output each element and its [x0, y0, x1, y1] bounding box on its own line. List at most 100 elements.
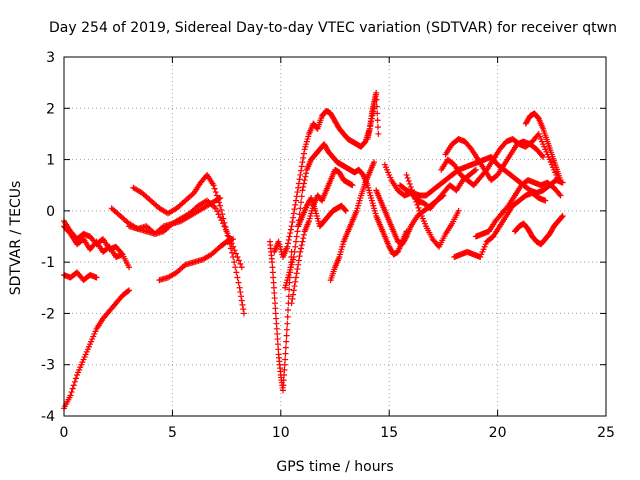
data-point: [291, 206, 298, 213]
data-point: [294, 189, 301, 196]
data-point: [406, 180, 413, 187]
data-point: [221, 219, 228, 226]
y-tick-label: -2: [41, 306, 55, 322]
series-track-3: [61, 269, 100, 284]
data-point: [218, 207, 225, 214]
data-point: [286, 286, 293, 293]
data-point: [224, 232, 231, 239]
data-point: [222, 224, 229, 231]
data-point: [214, 208, 221, 215]
y-tick-label: -1: [41, 255, 55, 271]
data-point: [284, 313, 291, 320]
data-point: [557, 177, 564, 184]
data-point: [290, 291, 297, 298]
data-point: [118, 250, 125, 257]
data-point: [295, 184, 302, 191]
data-point: [210, 182, 217, 189]
data-point: [302, 173, 309, 180]
data-point: [294, 228, 301, 235]
series-track-16: [373, 187, 447, 248]
data-point: [269, 264, 276, 271]
series-track-4: [61, 218, 126, 258]
series-track-14: [327, 159, 378, 284]
data-point: [471, 167, 478, 174]
series-track-17: [381, 161, 479, 212]
data-point: [273, 325, 280, 332]
y-tick-label: 2: [46, 101, 55, 117]
data-point: [285, 240, 292, 247]
axis-ticks: 0 5 10 15 20 25 -4 -3 -2 -1 0 1 2 3: [41, 50, 615, 441]
data-point: [373, 96, 380, 103]
data-point: [67, 392, 74, 399]
data-point: [412, 195, 419, 202]
data-point: [273, 320, 280, 327]
data-point: [281, 361, 288, 368]
y-tick-label: 1: [46, 153, 55, 169]
data-point: [283, 326, 290, 333]
data-point: [298, 163, 305, 170]
data-point: [70, 382, 77, 389]
data-point: [119, 251, 126, 258]
data-point: [270, 274, 277, 281]
data-point: [405, 177, 412, 184]
x-tick-label: 20: [489, 425, 507, 441]
data-point: [281, 371, 288, 378]
data-point: [284, 320, 291, 327]
data-point: [238, 293, 245, 300]
data-point: [295, 257, 302, 264]
data-point: [281, 366, 288, 373]
data-point: [414, 201, 421, 208]
data-point: [349, 182, 356, 189]
data-point: [237, 260, 244, 267]
data-point: [269, 259, 276, 266]
data-point: [235, 257, 242, 264]
data-point: [300, 150, 307, 157]
data-point: [219, 211, 226, 218]
data-point: [292, 274, 299, 281]
data-point: [273, 315, 280, 322]
data-point: [212, 189, 219, 196]
data-point: [238, 264, 245, 271]
data-point: [270, 279, 277, 286]
data-point: [274, 341, 281, 348]
data-point: [298, 199, 305, 206]
data-point: [375, 130, 382, 137]
data-point: [297, 248, 304, 255]
data-point: [407, 183, 414, 190]
data-point: [293, 193, 300, 200]
data-point: [68, 389, 75, 396]
series-track-8: [126, 195, 224, 237]
data-point: [293, 270, 300, 277]
data-point: [298, 245, 305, 252]
data-point: [232, 250, 239, 257]
data-point: [71, 378, 78, 385]
data-point: [126, 264, 133, 271]
data-point: [300, 183, 307, 190]
x-tick-label: 0: [60, 425, 69, 441]
data-point: [240, 306, 247, 313]
data-point: [413, 198, 420, 205]
data-point: [282, 350, 289, 357]
data-point: [280, 377, 287, 384]
data-point: [299, 187, 306, 194]
data-point: [539, 152, 546, 159]
data-point: [233, 269, 240, 276]
data-point: [342, 207, 349, 214]
data-point: [293, 233, 300, 240]
data-point: [270, 284, 277, 291]
series-track-21: [438, 130, 562, 189]
series-track-24: [511, 212, 566, 248]
data-point: [292, 278, 299, 285]
data-point: [285, 236, 292, 243]
data-point: [285, 293, 292, 300]
data-point: [229, 249, 236, 256]
data-point: [124, 288, 131, 295]
data-point: [227, 245, 234, 252]
y-tick-label: 0: [46, 204, 55, 220]
data-point: [289, 295, 296, 302]
data-point: [235, 279, 242, 286]
data-point: [404, 174, 411, 181]
data-point: [342, 207, 349, 214]
data-point: [289, 218, 296, 225]
